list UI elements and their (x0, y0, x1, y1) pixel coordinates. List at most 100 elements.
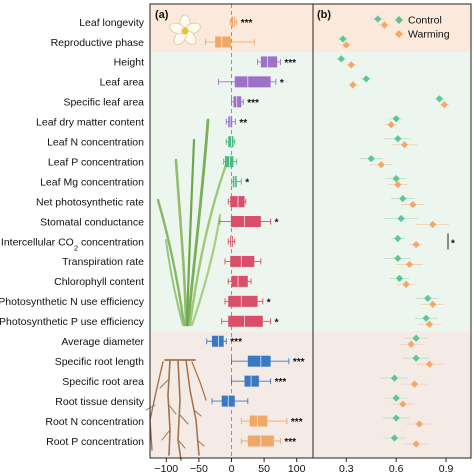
tick-label-a-4: 100 (288, 463, 306, 474)
trait-label-2: Height (114, 57, 144, 69)
trait-label-20: Root N concentration (45, 416, 144, 428)
sig-label-17: *** (293, 357, 305, 368)
warming-point-0 (380, 21, 389, 29)
panel-a-x-axis: −100 −50 0 50 100 (154, 458, 306, 474)
legend-label-warming: Warming (408, 29, 450, 41)
boxplots (204, 16, 290, 447)
control-point-6 (394, 135, 402, 143)
control-point-18 (390, 374, 399, 382)
box-16 (211, 335, 224, 347)
sig-label-0: *** (241, 18, 253, 29)
box-1 (215, 36, 231, 48)
tick-label-b-0: 0.3 (339, 463, 354, 474)
significance-labels: ******************************* (230, 18, 304, 448)
tick-label-a-2: 0 (229, 463, 235, 474)
warming-point-6 (400, 141, 409, 149)
box-4 (233, 96, 242, 108)
legend-marker-warming (395, 30, 403, 38)
tick-label-b-1: 0.6 (389, 463, 404, 474)
sig-label-14: * (267, 297, 271, 308)
panel-b-x-axis: 0.3 0.6 0.9 (339, 458, 454, 474)
control-point-19 (392, 394, 400, 402)
warming-point-12 (405, 260, 414, 269)
sig-label-10: * (275, 218, 279, 229)
box-10 (230, 216, 261, 228)
control-point-13 (395, 274, 404, 282)
legend: Control Warming (395, 15, 450, 41)
trait-label-3: Leaf area (100, 77, 145, 89)
trait-label-10: Stomatal conductance (40, 216, 144, 228)
control-point-0 (374, 15, 382, 23)
control-point-21 (390, 434, 399, 442)
box-18 (244, 375, 259, 387)
panel-a-label: (a) (155, 9, 169, 21)
trait-label-6: Leaf N concentration (47, 137, 144, 149)
flower-illustration (169, 14, 201, 45)
control-point-17 (412, 354, 420, 362)
box-14 (228, 295, 258, 307)
box-3 (234, 76, 271, 88)
panel-b-label: (b) (317, 9, 331, 21)
trait-label-0: Leaf longevity (79, 17, 145, 29)
warming-point-13 (402, 280, 410, 288)
warming-point-21 (412, 440, 420, 448)
sig-label-2: *** (284, 58, 296, 69)
warming-point-18 (410, 380, 419, 388)
warming-point-16 (407, 340, 415, 348)
warming-point-5 (387, 121, 395, 129)
panel-b-frame (312, 3, 472, 459)
trait-label-11: Intercellular CO2 concentration (1, 236, 144, 252)
control-point-4 (435, 95, 443, 103)
trait-label-15: Photosynthetic P use efficiency (0, 316, 145, 328)
trait-label-1: Reproductive phase (51, 37, 145, 49)
band-a-root (150, 331, 313, 458)
box-9 (230, 196, 245, 208)
box-13 (231, 275, 248, 287)
legend-label-control: Control (408, 15, 442, 27)
band-b-root (313, 331, 471, 458)
band-b-leaf (313, 51, 471, 332)
control-point-16 (412, 334, 420, 342)
control-point-7 (367, 155, 375, 163)
box-20 (249, 415, 268, 427)
box-17 (247, 355, 271, 367)
control-point-15 (422, 314, 430, 322)
trait-label-7: Leaf P concentration (48, 156, 144, 168)
trait-label-5: Leaf dry matter content (36, 117, 144, 129)
trait-label-12: Transpiration rate (62, 256, 144, 268)
sig-label-21: *** (284, 437, 296, 448)
warming-point-14 (429, 300, 437, 308)
warming-point-1 (342, 41, 350, 49)
control-point-11 (394, 234, 402, 243)
warming-point-10 (429, 220, 437, 229)
panel-b-points: * (336, 15, 455, 448)
roots-illustration (145, 359, 207, 461)
trait-label-9: Net photosynthetic rate (36, 196, 144, 208)
tick-label-a-3: 50 (258, 463, 270, 474)
grass-illustration (156, 118, 228, 327)
sig-label-18: *** (275, 377, 287, 388)
control-point-10 (397, 214, 405, 223)
band-b-flower (313, 4, 471, 52)
warming-point-3 (349, 81, 357, 89)
warming-point-20 (415, 420, 424, 428)
sig-label-3: * (280, 78, 284, 89)
trait-label-18: Specific root area (62, 376, 144, 388)
warming-point-9 (409, 200, 417, 209)
tick-label-a-1: −50 (190, 463, 208, 474)
box-12 (230, 255, 255, 267)
box-6 (228, 136, 234, 148)
trait-labels: Leaf longevity Reproductive phase Height Le… (0, 17, 145, 448)
legend-marker-control (395, 16, 403, 24)
trait-label-8: Leaf Mg concentration (40, 176, 144, 188)
warming-point-4 (440, 101, 448, 109)
box-15 (228, 315, 263, 327)
warming-point-11 (412, 240, 420, 249)
trait-label-21: Root P concentration (46, 436, 144, 448)
box-2 (260, 56, 278, 68)
tick-label-b-2: 0.9 (439, 463, 454, 474)
control-point-8 (392, 175, 400, 183)
warming-point-7 (377, 161, 385, 169)
warming-point-2 (347, 61, 355, 69)
